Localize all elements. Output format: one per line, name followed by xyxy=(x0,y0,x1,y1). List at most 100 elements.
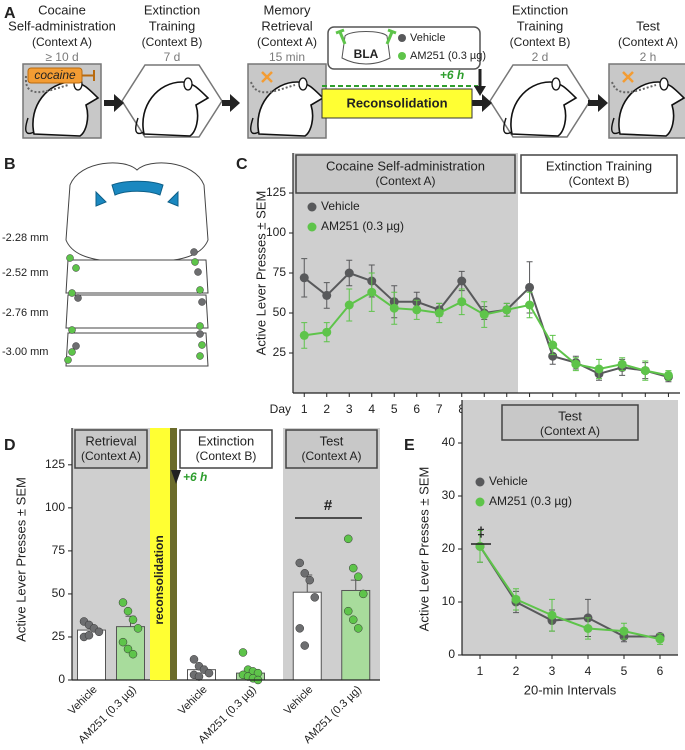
data-point xyxy=(617,359,627,369)
y-axis-label: Active Lever Presses ± SEM xyxy=(253,191,268,356)
brain-section xyxy=(65,259,209,294)
y-tick-label: 50 xyxy=(52,586,66,600)
brain-section xyxy=(65,294,209,329)
subject-point xyxy=(118,637,128,647)
placement-dot xyxy=(190,248,198,256)
data-point xyxy=(299,330,309,340)
placement-dot xyxy=(198,341,206,349)
procedure-label: Reconsolidation xyxy=(346,95,447,110)
subject-point xyxy=(84,630,94,640)
data-point xyxy=(548,351,558,361)
stage-title: Extinction xyxy=(512,2,568,17)
subject-point xyxy=(133,624,143,633)
stage-context: (Context A) xyxy=(618,35,678,49)
stage-title: Self-administration xyxy=(8,18,116,33)
data-point xyxy=(619,626,629,636)
reconsolidation-box xyxy=(321,88,473,119)
section-title: Test xyxy=(558,408,582,423)
data-point xyxy=(457,297,467,307)
no-drug-x xyxy=(622,71,634,83)
subject-point xyxy=(128,615,138,624)
placement-dot xyxy=(68,289,76,297)
treatment-dot xyxy=(398,52,406,60)
section-title: Extinction xyxy=(198,433,254,448)
data-point xyxy=(663,370,673,380)
y-tick-label: 25 xyxy=(52,629,66,643)
data-point xyxy=(479,310,489,320)
significance-label: ‡ xyxy=(477,524,485,540)
data-point xyxy=(299,273,309,283)
x-tick-label: 3 xyxy=(346,402,353,416)
section-subtitle: (Context B) xyxy=(196,449,257,463)
rat-tail xyxy=(135,117,145,135)
arrow-head xyxy=(230,94,240,112)
stage-title: Extinction xyxy=(144,2,200,17)
y-tick-label: 125 xyxy=(45,457,65,471)
placement-dot xyxy=(196,322,204,330)
placement-dot xyxy=(64,356,72,364)
x-tick-label: 6 xyxy=(657,664,664,678)
rat-tail xyxy=(611,117,621,135)
delay-label: +6 h xyxy=(183,470,207,484)
y-tick-label: 10 xyxy=(442,594,456,608)
data-point xyxy=(511,594,521,604)
treatment-label: Vehicle xyxy=(410,32,445,44)
data-point xyxy=(475,541,485,551)
syringe-left xyxy=(335,28,347,45)
placement-dot xyxy=(196,286,204,294)
y-tick-label: 75 xyxy=(52,543,66,557)
rat-ear xyxy=(183,77,193,91)
data-point xyxy=(525,300,535,310)
data-point xyxy=(457,276,467,286)
bar xyxy=(341,589,371,681)
subject-point xyxy=(300,569,309,578)
brain-section xyxy=(65,332,209,367)
y-tick-label: 125 xyxy=(266,185,286,199)
subject-point xyxy=(128,649,138,659)
stage-title: Training xyxy=(149,18,195,33)
placement-dot xyxy=(191,258,199,266)
data-point xyxy=(322,290,332,300)
y-tick-label: 0 xyxy=(58,672,65,686)
x-axis-label: 20-min Intervals xyxy=(524,682,617,697)
section-header xyxy=(295,154,516,194)
subject-point xyxy=(359,589,368,599)
y-tick-label: 75 xyxy=(273,265,287,279)
legend-label: Vehicle xyxy=(489,474,528,488)
stage-duration: 7 d xyxy=(164,50,181,64)
panel-letter: C xyxy=(236,156,248,173)
placement-dot xyxy=(72,342,80,350)
placement-dot xyxy=(198,298,206,306)
y-tick-label: 100 xyxy=(266,225,286,239)
panel-letter: A xyxy=(4,5,16,22)
section-subtitle: (Context A) xyxy=(81,449,141,463)
procedure-label: reconsolidation xyxy=(152,535,166,624)
panel-letter: E xyxy=(404,437,415,454)
stage-context: (Context B) xyxy=(142,35,203,49)
x-tick-label: 1 xyxy=(301,402,308,416)
region-label: BLA xyxy=(354,47,379,61)
data-point xyxy=(389,303,399,313)
data-point xyxy=(367,287,377,297)
x-tick-label: 2 xyxy=(513,664,520,678)
treatment-label: AM251 (0.3 µg) xyxy=(410,50,486,62)
subject-point xyxy=(310,593,319,602)
section-subtitle: (Context A) xyxy=(540,424,600,438)
subject-point xyxy=(123,644,133,654)
rat-ear xyxy=(551,77,561,91)
data-point xyxy=(412,305,422,315)
subject-point xyxy=(238,648,248,657)
x-tick-label: 7 xyxy=(436,402,443,416)
delay-marker xyxy=(171,470,181,484)
x-tick-label: Vehicle xyxy=(282,684,316,718)
stage-title: Test xyxy=(636,18,660,33)
placement-dot xyxy=(66,254,74,262)
drug-label: cocaine xyxy=(34,68,76,82)
level-label: -2.76 mm xyxy=(2,307,48,319)
legend-marker xyxy=(475,497,485,507)
syringe-plunger xyxy=(82,70,95,81)
level-label: -2.52 mm xyxy=(2,267,48,279)
stage-title: Training xyxy=(517,18,563,33)
legend-label: AM251 (0.3 µg) xyxy=(321,219,404,233)
tether xyxy=(24,75,69,94)
